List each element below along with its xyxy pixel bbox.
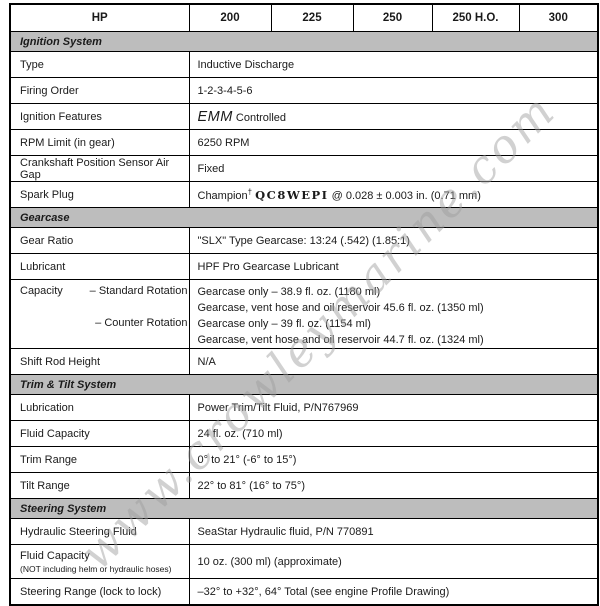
row-value: SeaStar Hydraulic fluid, P/N 770891	[188, 518, 599, 545]
column-header-200: 200	[188, 3, 272, 32]
row-value: 22° to 81° (16° to 75°)	[188, 472, 599, 499]
row-value: Fixed	[188, 155, 599, 182]
row-value-text: Controlled	[235, 111, 287, 124]
counter-rotation-label: – Counter Rotation	[95, 317, 188, 329]
row-value: 10 oz. (300 ml) (approximate)	[188, 544, 599, 579]
spec-table: HP 200 225 250 250 H.O. 300 Ignition Sys…	[9, 3, 599, 606]
table-row: Tilt Range 22° to 81° (16° to 75°)	[9, 472, 599, 499]
section-title: Gearcase	[9, 207, 599, 228]
row-value: "SLX" Type Gearcase: 13:24 (.542) (1.85:…	[188, 227, 599, 254]
row-label: Gear Ratio	[9, 227, 190, 254]
column-header-300: 300	[518, 3, 599, 32]
table-row: Fluid Capacity (NOT including helm or hy…	[9, 544, 599, 579]
column-header-hp: HP	[9, 3, 190, 32]
row-value: 1-2-3-4-5-6	[188, 77, 599, 104]
section-header-trim-tilt: Trim & Tilt System	[9, 374, 599, 395]
row-label: Fluid Capacity (NOT including helm or hy…	[9, 544, 190, 579]
capacity-line: Gearcase, vent hose and oil reservoir 44…	[197, 334, 484, 346]
table-row: Shift Rod Height N/A	[9, 348, 599, 375]
row-label: Lubrication	[9, 394, 190, 421]
table-row: Hydraulic Steering Fluid SeaStar Hydraul…	[9, 518, 599, 545]
row-value: –32° to +32°, 64° Total (see engine Prof…	[188, 578, 599, 606]
table-row: Lubrication Power Trim/Tilt Fluid, P/N76…	[9, 394, 599, 421]
capacity-line: Gearcase only – 38.9 fl. oz. (1180 ml)	[197, 286, 381, 298]
table-row: Crankshaft Position Sensor Air Gap Fixed	[9, 155, 599, 182]
table-row: Trim Range 0° to 21° (-6° to 15°)	[9, 446, 599, 473]
row-label: Spark Plug	[9, 181, 190, 208]
row-label: Tilt Range	[9, 472, 190, 499]
section-title: Trim & Tilt System	[9, 374, 599, 395]
section-header-gearcase: Gearcase	[9, 207, 599, 228]
row-label: Hydraulic Steering Fluid	[9, 518, 190, 545]
table-row: Firing Order 1-2-3-4-5-6	[9, 77, 599, 104]
capacity-line: Gearcase only – 39 fl. oz. (1154 ml)	[197, 318, 371, 330]
emm-styled-text: EMM	[197, 108, 233, 125]
table-row: Lubricant HPF Pro Gearcase Lubricant	[9, 253, 599, 280]
row-value: Champion† QC8WEPI @ 0.028 ± 0.003 in. (0…	[188, 181, 599, 208]
row-value: 24 fl. oz. (710 ml)	[188, 420, 599, 447]
row-value: Power Trim/Tilt Fluid, P/N767969	[188, 394, 599, 421]
row-value: 0° to 21° (-6° to 15°)	[188, 446, 599, 473]
table-row-capacity: Capacity – Standard Rotation – Counter R…	[9, 279, 599, 349]
header-row: HP 200 225 250 250 H.O. 300	[9, 3, 599, 32]
table-row: Steering Range (lock to lock) –32° to +3…	[9, 578, 599, 606]
row-label-capacity: Capacity – Standard Rotation – Counter R…	[9, 279, 190, 349]
row-value: EMM Controlled	[188, 103, 599, 130]
section-header-steering: Steering System	[9, 498, 599, 519]
row-value: HPF Pro Gearcase Lubricant	[188, 253, 599, 280]
section-title: Ignition System	[9, 31, 599, 52]
row-label: Steering Range (lock to lock)	[9, 578, 190, 606]
spark-plug-gap: @ 0.028 ± 0.003 in. (0.71 mm)	[331, 189, 481, 202]
capacity-label: Capacity	[20, 285, 63, 297]
row-value: N/A	[188, 348, 599, 375]
row-label: Shift Rod Height	[9, 348, 190, 375]
row-label: Type	[9, 51, 190, 78]
standard-rotation-label: – Standard Rotation	[89, 285, 188, 297]
section-header-ignition: Ignition System	[9, 31, 599, 52]
table-row: Fluid Capacity 24 fl. oz. (710 ml)	[9, 420, 599, 447]
row-label: Fluid Capacity	[9, 420, 190, 447]
row-label: Ignition Features	[9, 103, 190, 130]
column-header-250ho: 250 H.O.	[431, 3, 520, 32]
section-title: Steering System	[9, 498, 599, 519]
table-row: Ignition Features EMM Controlled	[9, 103, 599, 130]
fluid-capacity-note: (NOT including helm or hydraulic hoses)	[20, 563, 172, 574]
fluid-capacity-label: Fluid Capacity	[20, 549, 90, 562]
dagger-footnote-mark: †	[247, 186, 253, 196]
row-label: Firing Order	[9, 77, 190, 104]
row-label: RPM Limit (in gear)	[9, 129, 190, 156]
column-header-250: 250	[352, 3, 433, 32]
row-label: Crankshaft Position Sensor Air Gap	[9, 155, 190, 182]
row-value: Inductive Discharge	[188, 51, 599, 78]
spark-plug-brand: Champion	[197, 189, 248, 202]
table-row: Gear Ratio "SLX" Type Gearcase: 13:24 (.…	[9, 227, 599, 254]
row-label: Lubricant	[9, 253, 190, 280]
row-label: Trim Range	[9, 446, 190, 473]
column-header-225: 225	[270, 3, 354, 32]
table-row: Spark Plug Champion† QC8WEPI @ 0.028 ± 0…	[9, 181, 599, 208]
table-row: Type Inductive Discharge	[9, 51, 599, 78]
row-value: 6250 RPM	[188, 129, 599, 156]
spark-plug-code: QC8WEPI	[255, 187, 329, 202]
row-value-capacity: Gearcase only – 38.9 fl. oz. (1180 ml) G…	[188, 279, 599, 349]
capacity-line: Gearcase, vent hose and oil reservoir 45…	[197, 302, 484, 314]
table-row: RPM Limit (in gear) 6250 RPM	[9, 129, 599, 156]
